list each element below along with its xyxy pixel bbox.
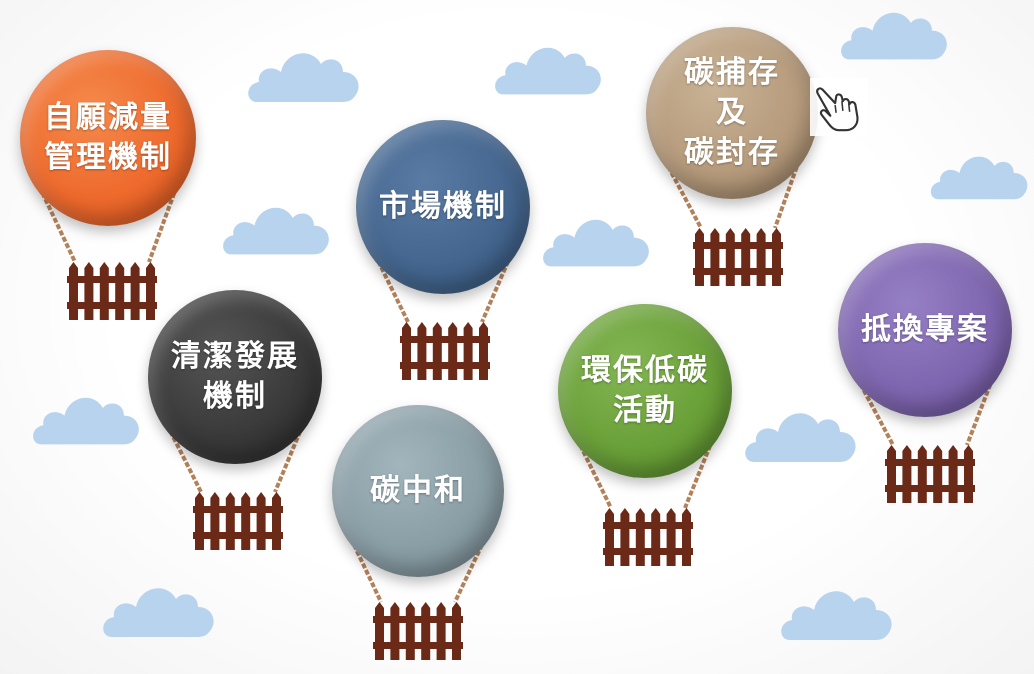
rope — [773, 159, 801, 229]
balloon-label-line: 管理機制 — [44, 140, 172, 175]
balloon-circle[interactable]: 碳中和 — [332, 405, 504, 577]
balloon-label-line: 機制 — [203, 379, 267, 414]
fence-basket-icon — [400, 322, 490, 380]
cloud-icon — [33, 397, 139, 445]
cloud-icon — [248, 53, 359, 102]
balloon-label-line: 市場機制 — [379, 189, 507, 224]
balloon-label-line: 活動 — [613, 393, 677, 428]
balloon-label-line: 抵換專案 — [861, 312, 989, 347]
fence-basket-icon — [885, 445, 975, 503]
balloon-label-line: 環保低碳 — [581, 353, 709, 388]
cloud-icon — [223, 207, 329, 255]
cloud-icon — [930, 156, 1028, 200]
rope — [855, 376, 895, 446]
rope — [273, 424, 305, 493]
balloon-label-line: 碳封存 — [684, 135, 780, 170]
fence-basket-icon — [67, 262, 157, 320]
rope — [683, 438, 715, 509]
balloon-circle[interactable]: 市場機制 — [356, 120, 530, 294]
balloon-label-line: 碳中和 — [370, 473, 466, 508]
fence-basket-icon — [603, 508, 693, 566]
balloon-circle[interactable]: 清潔發展 機制 — [148, 290, 322, 464]
cloud-icon — [745, 413, 856, 462]
balloon-label-line: 碳捕存 — [684, 55, 780, 90]
rope — [663, 159, 703, 229]
rope — [373, 253, 410, 323]
fence-basket-icon — [193, 492, 283, 550]
cloud-icon — [841, 12, 947, 60]
rope — [480, 254, 513, 323]
rope — [165, 423, 203, 493]
balloon-circle[interactable]: 環保低碳 活動 — [558, 304, 732, 478]
rope — [575, 437, 613, 509]
balloon-circle[interactable]: 自願減量 管理機制 — [20, 50, 196, 226]
fence-basket-icon — [693, 228, 783, 286]
balloon-circle[interactable]: 碳捕存 及 碳封存 — [646, 27, 818, 199]
cloud-icon — [781, 591, 892, 640]
cloud-icon — [543, 219, 649, 267]
balloon-circle[interactable]: 抵換專案 — [838, 243, 1012, 417]
rope — [147, 185, 179, 263]
cloud-icon — [495, 47, 601, 95]
cloud-icon — [103, 588, 214, 637]
balloon-label-line: 及 — [716, 95, 748, 130]
fence-basket-icon — [373, 602, 463, 660]
balloon-label-line: 自願減量 — [44, 100, 172, 135]
hand-pointer-icon — [810, 78, 868, 136]
balloon-label-line: 清潔發展 — [171, 339, 299, 374]
